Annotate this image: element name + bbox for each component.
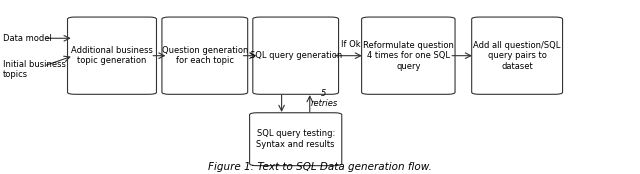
Text: Data model: Data model [3, 34, 52, 43]
Text: Initial business
topics: Initial business topics [3, 60, 66, 79]
FancyBboxPatch shape [162, 17, 248, 94]
FancyBboxPatch shape [253, 17, 339, 94]
Text: SQL query generation: SQL query generation [250, 51, 342, 60]
Text: Reformulate question
4 times for one SQL
query: Reformulate question 4 times for one SQL… [363, 41, 454, 71]
Text: Additional business
topic generation: Additional business topic generation [71, 46, 153, 65]
Text: Figure 1: Text to SQL Data generation flow.: Figure 1: Text to SQL Data generation fl… [208, 162, 432, 172]
FancyBboxPatch shape [472, 17, 563, 94]
Text: SQL query testing:
Syntax and results: SQL query testing: Syntax and results [257, 129, 335, 149]
FancyBboxPatch shape [68, 17, 156, 94]
FancyBboxPatch shape [250, 113, 342, 166]
Text: Add all question/SQL
query pairs to
dataset: Add all question/SQL query pairs to data… [474, 41, 561, 71]
Text: Question generation
for each topic: Question generation for each topic [162, 46, 248, 65]
FancyBboxPatch shape [362, 17, 455, 94]
Text: If Ok: If Ok [341, 40, 360, 49]
Text: 5
retries: 5 retries [310, 89, 337, 108]
